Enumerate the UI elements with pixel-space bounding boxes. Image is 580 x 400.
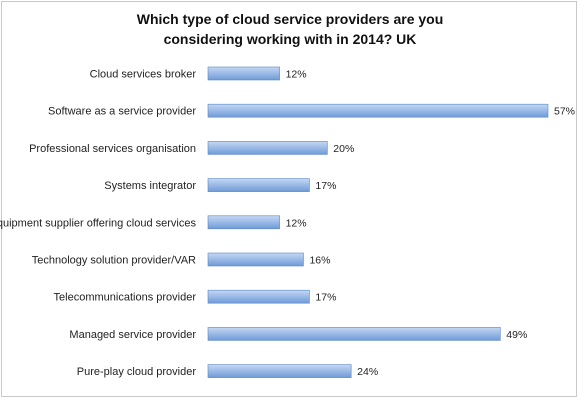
category-label: Technology solution provider/VAR [32,255,196,267]
value-label: 16% [309,255,330,267]
chart-title-line-1: Which type of cloud service providers ar… [136,11,444,27]
value-label: 49% [506,329,527,341]
category-label: Managed service provider [69,329,196,341]
bar [207,215,280,230]
bar [207,327,501,341]
chart-title: Which type of cloud service providers ar… [60,9,520,49]
value-label: 20% [333,143,354,155]
value-label: 17% [315,292,336,304]
bar [207,66,280,81]
category-label: Systems integrator [104,180,196,192]
chart-title-line-2: considering working with in 2014? UK [163,31,417,47]
bar [207,364,352,378]
bar [207,103,549,118]
category-label: Pure-play cloud provider [77,366,197,378]
bar [207,289,310,304]
category-label: Equipment supplier offering cloud servic… [0,217,196,229]
bar [207,178,310,192]
value-label: 12% [286,217,307,229]
value-label: 57% [554,106,575,118]
category-label: Professional services organisation [29,143,196,155]
bar [207,141,328,155]
value-label: 17% [315,180,336,192]
value-label: 12% [286,69,307,81]
bars-layer: Cloud services broker 12% Software as a se… [0,66,575,378]
category-label: Cloud services broker [90,69,197,81]
category-label: Telecommunications provider [54,292,197,304]
value-label: 24% [357,366,378,378]
bar [207,252,304,267]
category-label: Software as a service provider [48,106,196,118]
